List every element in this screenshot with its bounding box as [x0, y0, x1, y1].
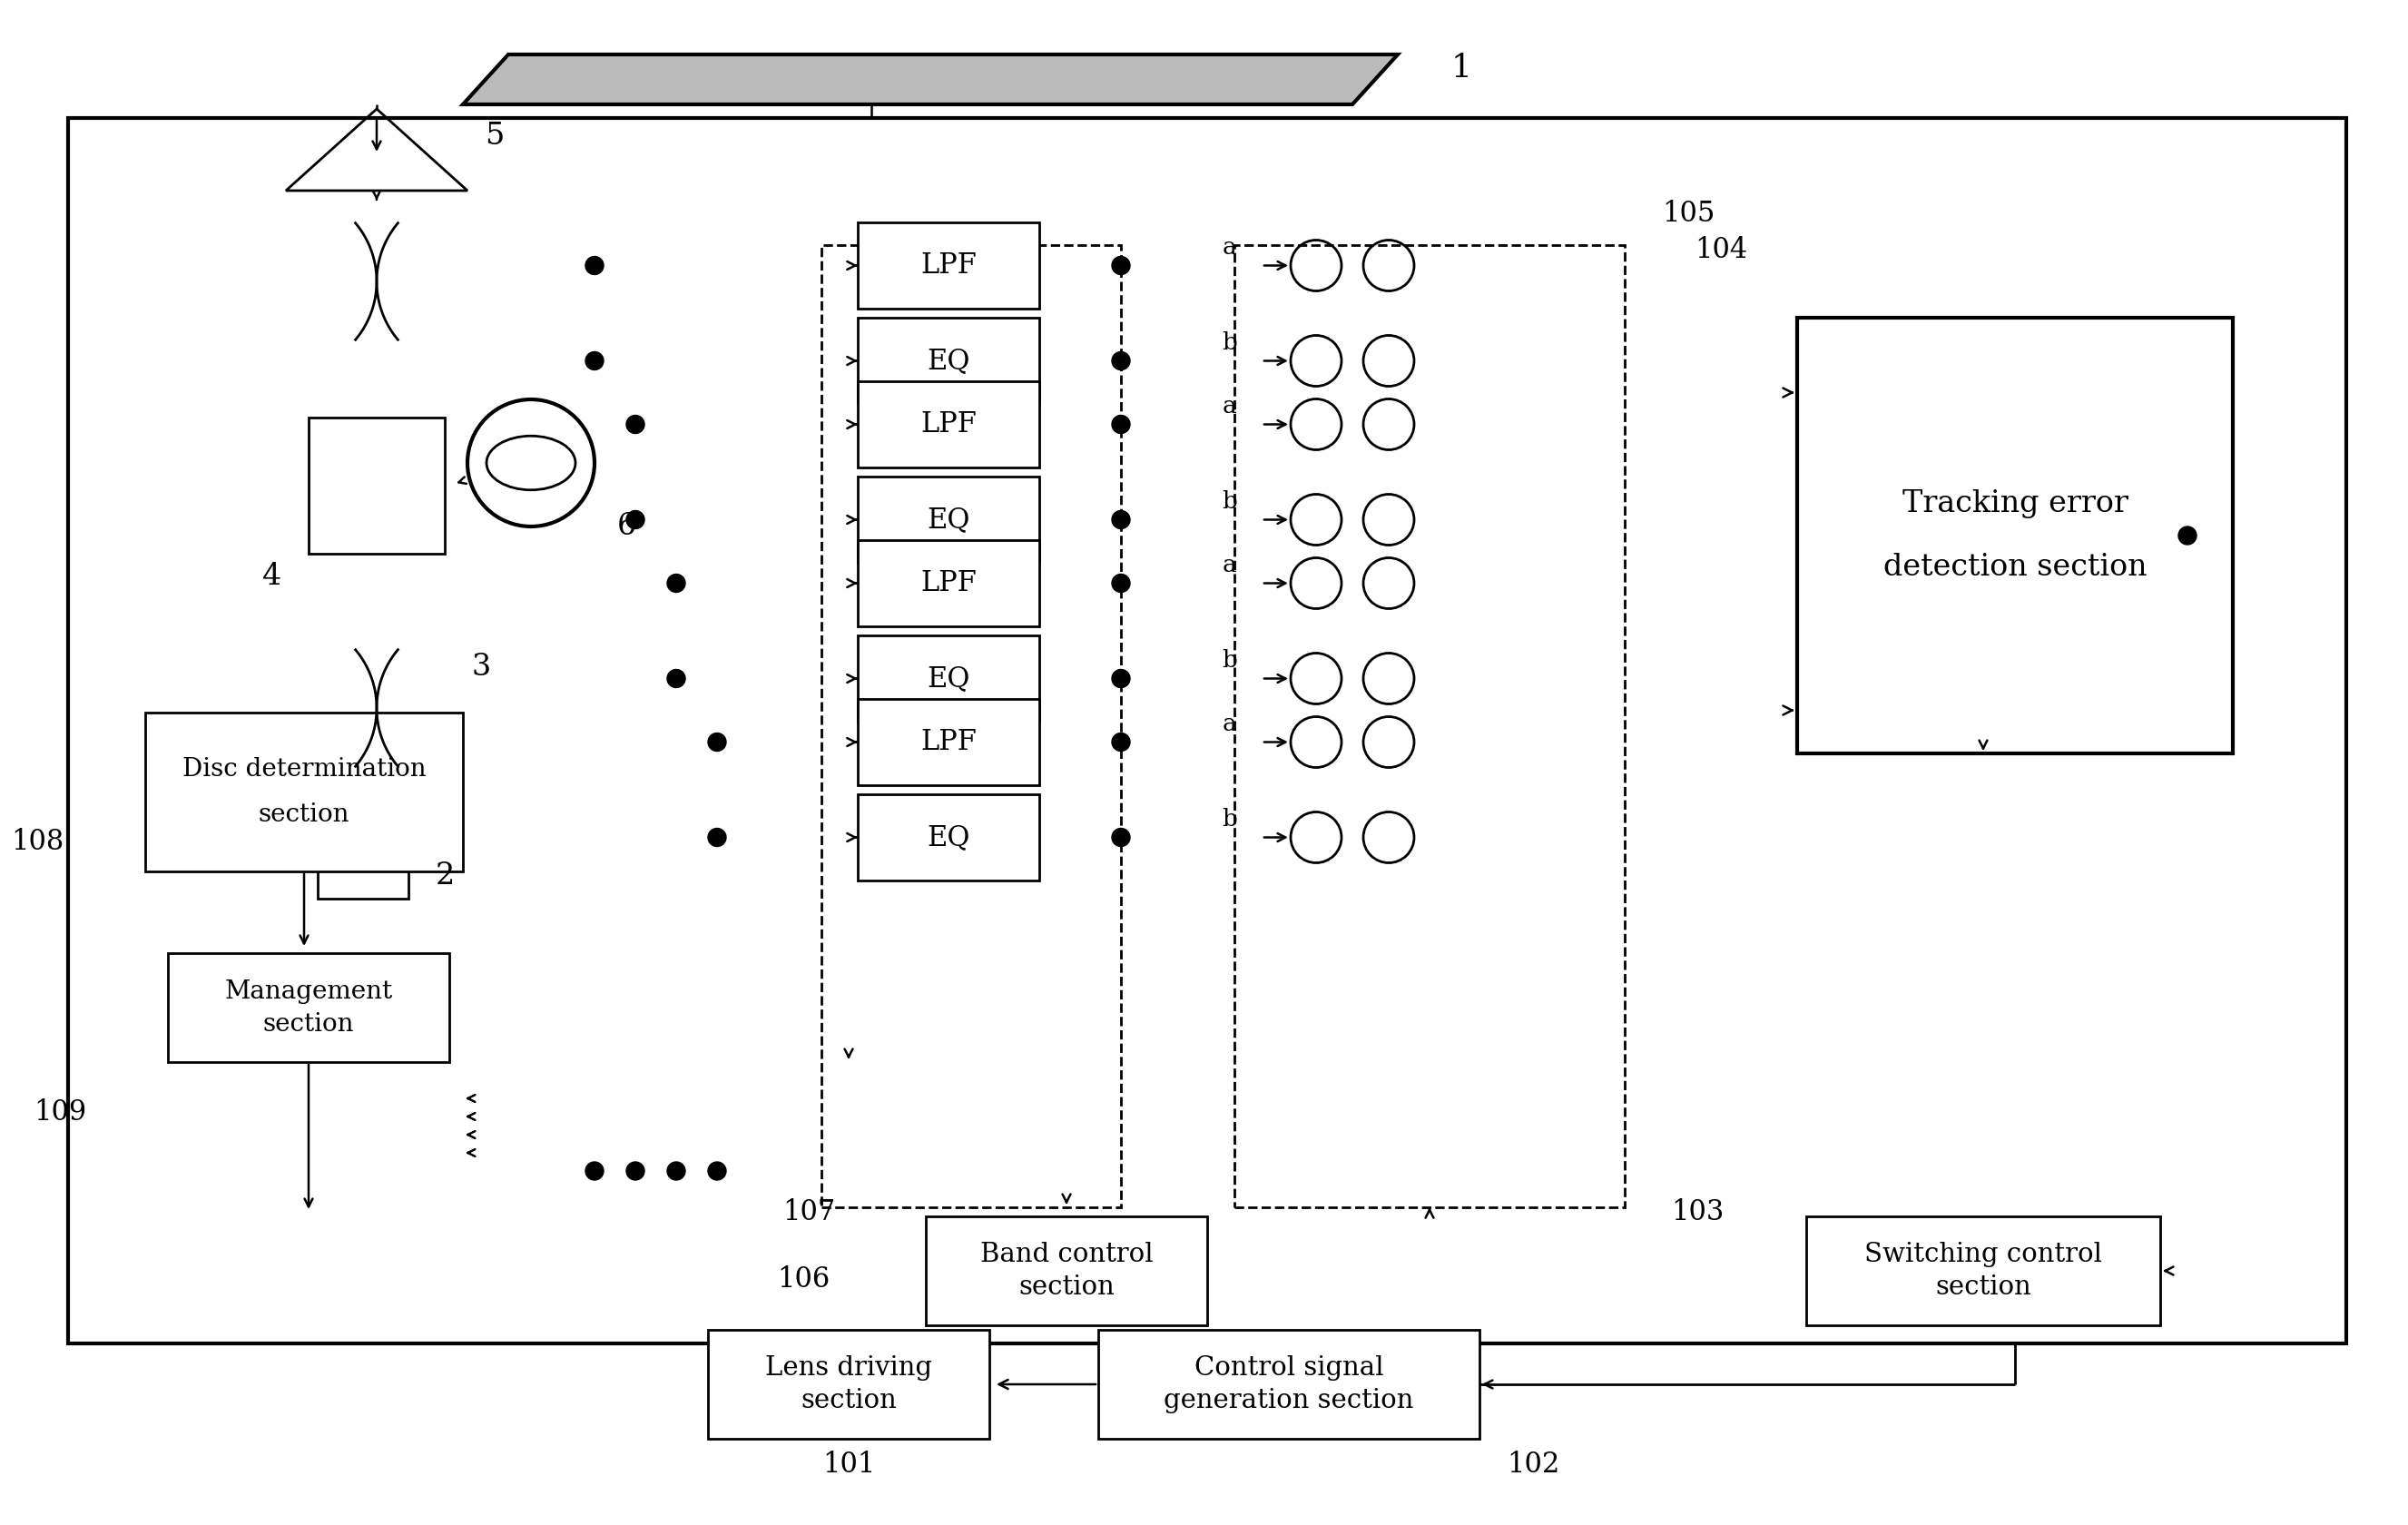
- Bar: [857, 476, 1040, 563]
- Text: 2: 2: [436, 862, 455, 891]
- Text: 108: 108: [10, 828, 63, 856]
- Text: Tracking error: Tracking error: [1902, 490, 2129, 518]
- Circle shape: [626, 1162, 645, 1180]
- Text: 6: 6: [616, 512, 636, 541]
- Circle shape: [708, 1162, 727, 1180]
- Text: 101: 101: [821, 1450, 874, 1478]
- Bar: [857, 223, 1040, 308]
- Circle shape: [667, 1162, 686, 1180]
- Bar: [308, 418, 445, 554]
- Text: 5: 5: [484, 122, 503, 151]
- Bar: [1796, 317, 2232, 753]
- Text: 103: 103: [1671, 1197, 1724, 1226]
- Text: LPF: LPF: [920, 252, 978, 279]
- Text: Switching control: Switching control: [1864, 1241, 2102, 1267]
- Bar: [169, 953, 450, 1061]
- Text: EQ: EQ: [927, 506, 970, 534]
- Text: 3: 3: [472, 653, 491, 682]
- Bar: [857, 795, 1040, 880]
- Bar: [857, 636, 1040, 721]
- Bar: [857, 317, 1040, 404]
- Text: 107: 107: [783, 1197, 836, 1226]
- Circle shape: [585, 1162, 604, 1180]
- Text: 106: 106: [778, 1266, 831, 1295]
- Bar: [821, 246, 1122, 1208]
- Text: Band control: Band control: [980, 1241, 1153, 1267]
- Circle shape: [585, 256, 604, 274]
- Text: 4: 4: [262, 561, 282, 590]
- Bar: [1806, 1217, 2160, 1325]
- Circle shape: [1112, 256, 1129, 274]
- Bar: [925, 1217, 1206, 1325]
- Bar: [1098, 1330, 1479, 1438]
- Bar: [708, 1330, 990, 1438]
- Circle shape: [585, 352, 604, 371]
- Text: a: a: [1223, 712, 1238, 735]
- Circle shape: [1112, 573, 1129, 592]
- Bar: [318, 827, 409, 898]
- Text: EQ: EQ: [927, 665, 970, 692]
- Circle shape: [1112, 511, 1129, 529]
- Text: a: a: [1223, 554, 1238, 576]
- Circle shape: [626, 415, 645, 433]
- Circle shape: [626, 511, 645, 529]
- Bar: [857, 698, 1040, 785]
- Text: section: section: [802, 1388, 896, 1414]
- Text: Management: Management: [224, 979, 393, 1003]
- Text: Disc determination: Disc determination: [183, 756, 426, 781]
- Text: LPF: LPF: [920, 569, 978, 598]
- Text: section: section: [258, 802, 349, 827]
- Text: EQ: EQ: [927, 346, 970, 375]
- Text: a: a: [1223, 236, 1238, 259]
- Text: 105: 105: [1662, 200, 1714, 227]
- Text: 104: 104: [1695, 235, 1748, 264]
- Circle shape: [1112, 828, 1129, 846]
- Bar: [1235, 246, 1625, 1208]
- Bar: [857, 540, 1040, 627]
- Text: EQ: EQ: [927, 824, 970, 851]
- Text: section: section: [1936, 1275, 2032, 1299]
- Text: b: b: [1223, 808, 1238, 831]
- Text: section: section: [262, 1011, 354, 1035]
- Circle shape: [667, 573, 686, 592]
- Text: b: b: [1223, 331, 1238, 354]
- Text: b: b: [1223, 490, 1238, 512]
- Text: b: b: [1223, 650, 1238, 671]
- Circle shape: [708, 734, 727, 752]
- Text: section: section: [1019, 1275, 1115, 1299]
- Text: detection section: detection section: [1883, 552, 2148, 583]
- Text: generation section: generation section: [1163, 1388, 1413, 1414]
- Bar: [144, 712, 462, 871]
- Bar: [67, 117, 2345, 1344]
- Circle shape: [2179, 526, 2196, 544]
- Circle shape: [708, 828, 727, 846]
- Text: 102: 102: [1507, 1450, 1560, 1478]
- Text: LPF: LPF: [920, 410, 978, 439]
- Circle shape: [667, 669, 686, 688]
- Circle shape: [1112, 415, 1129, 433]
- Text: LPF: LPF: [920, 727, 978, 756]
- Polygon shape: [462, 55, 1397, 104]
- Text: a: a: [1223, 395, 1238, 418]
- Bar: [857, 381, 1040, 468]
- Text: Lens driving: Lens driving: [766, 1356, 932, 1380]
- Text: Control signal: Control signal: [1194, 1356, 1385, 1380]
- Circle shape: [1112, 734, 1129, 752]
- Circle shape: [1112, 352, 1129, 371]
- Circle shape: [1112, 669, 1129, 688]
- Text: 1: 1: [1452, 53, 1471, 84]
- Text: 109: 109: [34, 1098, 87, 1125]
